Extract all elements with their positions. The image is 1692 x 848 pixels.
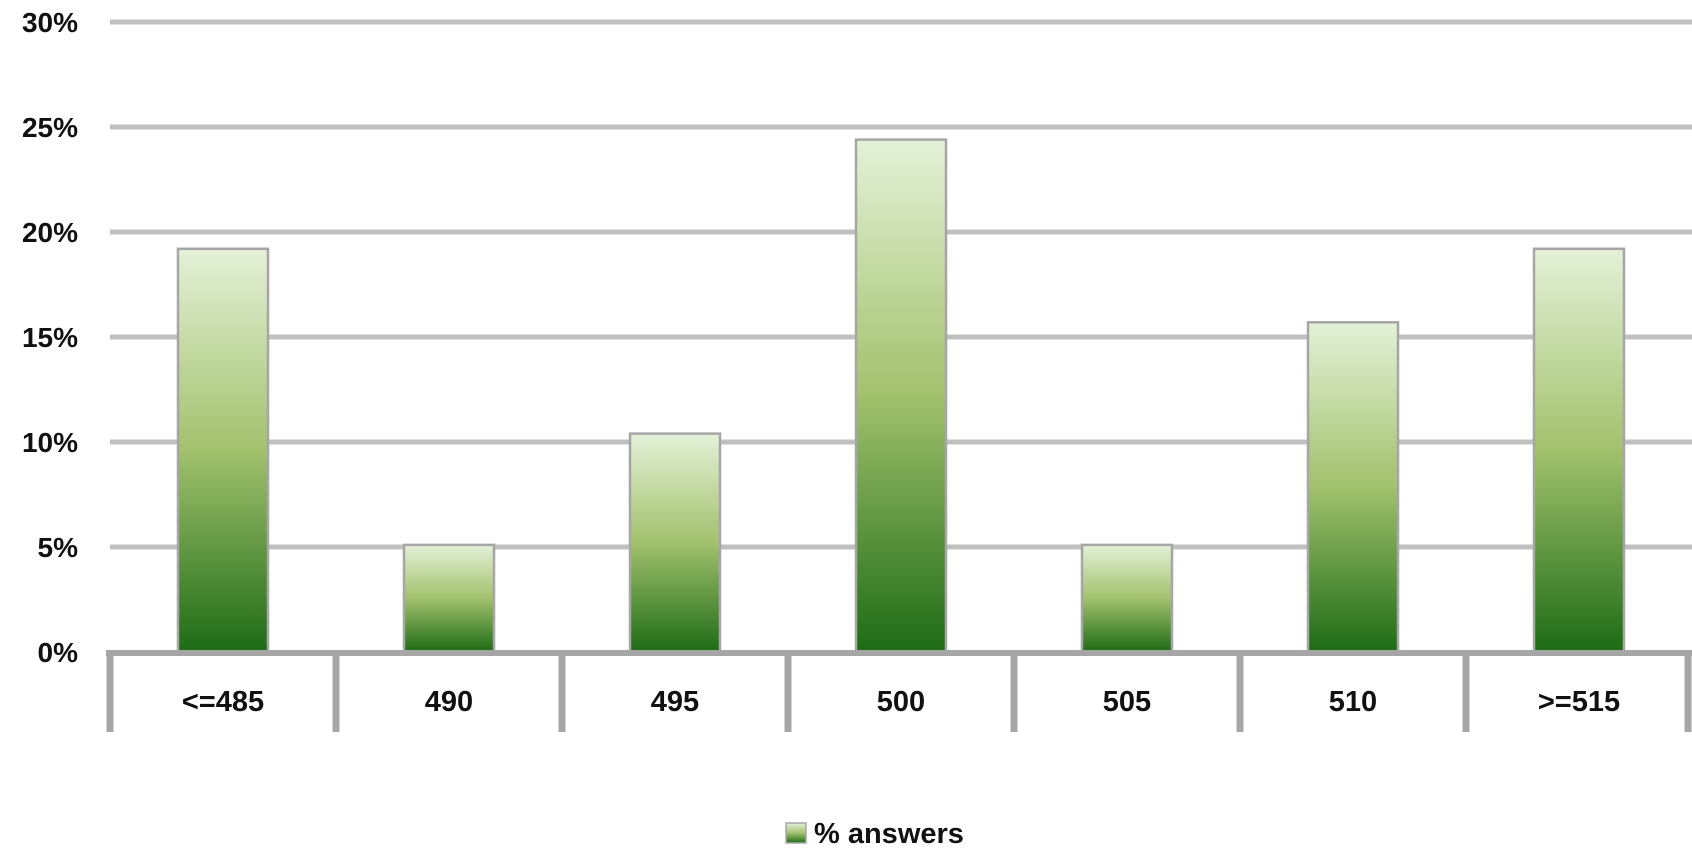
x-category-label: <=485 <box>182 686 264 718</box>
x-category-label: 510 <box>1329 686 1377 718</box>
y-axis-tick-labels: 0% 5% 10% 15% 20% 25% 30% <box>22 7 78 668</box>
y-tick-label: 20% <box>22 217 78 248</box>
y-tick-label: 25% <box>22 112 78 143</box>
bars <box>176 138 1626 654</box>
bar <box>854 138 948 654</box>
bar <box>402 543 496 654</box>
legend-swatch <box>785 822 807 844</box>
y-tick-label: 10% <box>22 427 78 458</box>
x-axis-category-labels: <=485 490 495 500 505 510 >=515 <box>182 686 1620 718</box>
bar <box>1080 543 1174 654</box>
legend: % answers <box>785 818 964 848</box>
bar <box>628 432 722 654</box>
x-category-label: 495 <box>651 686 699 718</box>
bar <box>1306 321 1400 654</box>
x-axis <box>106 650 1692 732</box>
x-category-label: >=515 <box>1538 686 1620 718</box>
x-category-label: 500 <box>877 686 925 718</box>
legend-label: % answers <box>814 818 964 848</box>
y-tick-label: 5% <box>38 532 79 563</box>
y-tick-label: 15% <box>22 322 78 353</box>
bar <box>1532 247 1626 654</box>
y-tick-label: 30% <box>22 7 78 38</box>
y-tick-label: 0% <box>38 637 79 668</box>
x-category-label: 505 <box>1103 686 1151 718</box>
x-category-label: 490 <box>425 686 473 718</box>
bar <box>176 247 270 654</box>
